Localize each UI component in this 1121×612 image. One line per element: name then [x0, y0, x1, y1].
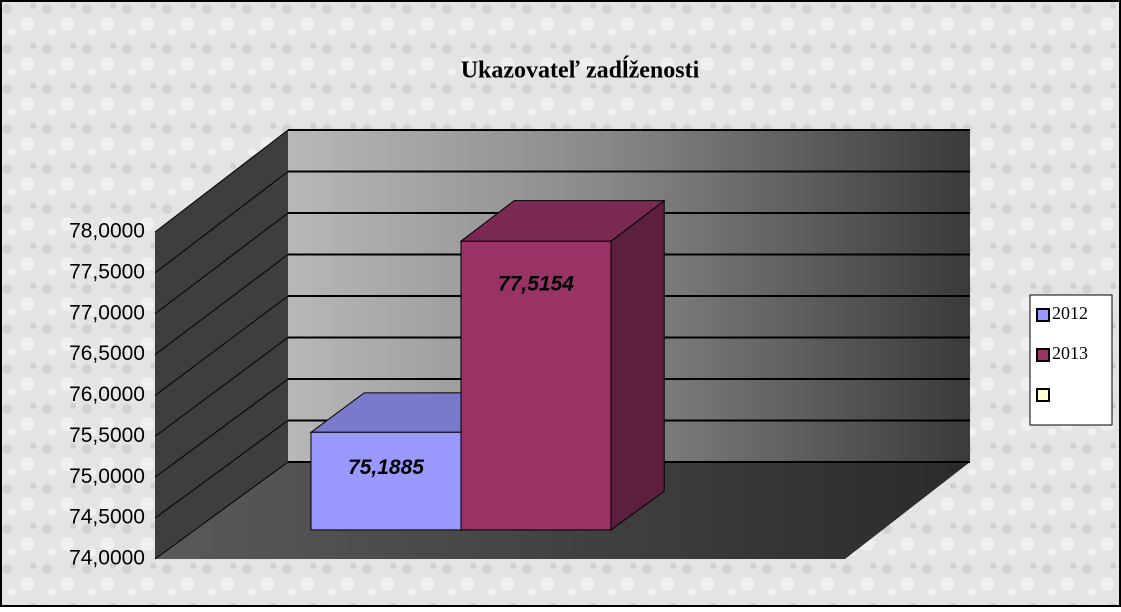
value-label: 77,5154 [498, 273, 574, 296]
side-grid-line [154, 212, 289, 315]
y-tick-label: 76,5000 [69, 342, 145, 365]
side-grid-line [154, 254, 289, 356]
side-grid-line [154, 295, 289, 396]
bar [460, 240, 612, 531]
y-tick-label: 76,0000 [69, 383, 145, 406]
value-label: 75,1885 [348, 456, 424, 479]
bar-side [610, 199, 665, 531]
y-tick-label: 75,5000 [69, 424, 145, 447]
legend-swatch [1036, 348, 1050, 362]
y-tick-label: 74,5000 [69, 506, 145, 529]
side-grid-line [154, 378, 289, 478]
y-tick-label: 77,0000 [69, 301, 145, 324]
side-wall [155, 130, 288, 559]
y-tick-label: 77,5000 [69, 260, 145, 283]
side-grid-line [154, 461, 289, 560]
y-tick-label: 75,0000 [69, 465, 145, 488]
legend-swatch [1036, 388, 1050, 402]
side-grid-line [154, 129, 289, 233]
side-grid-line [154, 420, 289, 519]
legend-label: 2012 [1052, 303, 1088, 323]
chart-title: Ukazovateľ zadĺženosti [461, 57, 700, 84]
legend-swatch [1036, 308, 1050, 322]
bar [310, 431, 462, 531]
side-grid-line [154, 171, 289, 274]
side-grid-line [154, 337, 289, 437]
legend-label: 2013 [1052, 343, 1088, 363]
y-tick-label: 78,0000 [69, 220, 145, 243]
y-tick-label: 74,0000 [69, 547, 145, 570]
